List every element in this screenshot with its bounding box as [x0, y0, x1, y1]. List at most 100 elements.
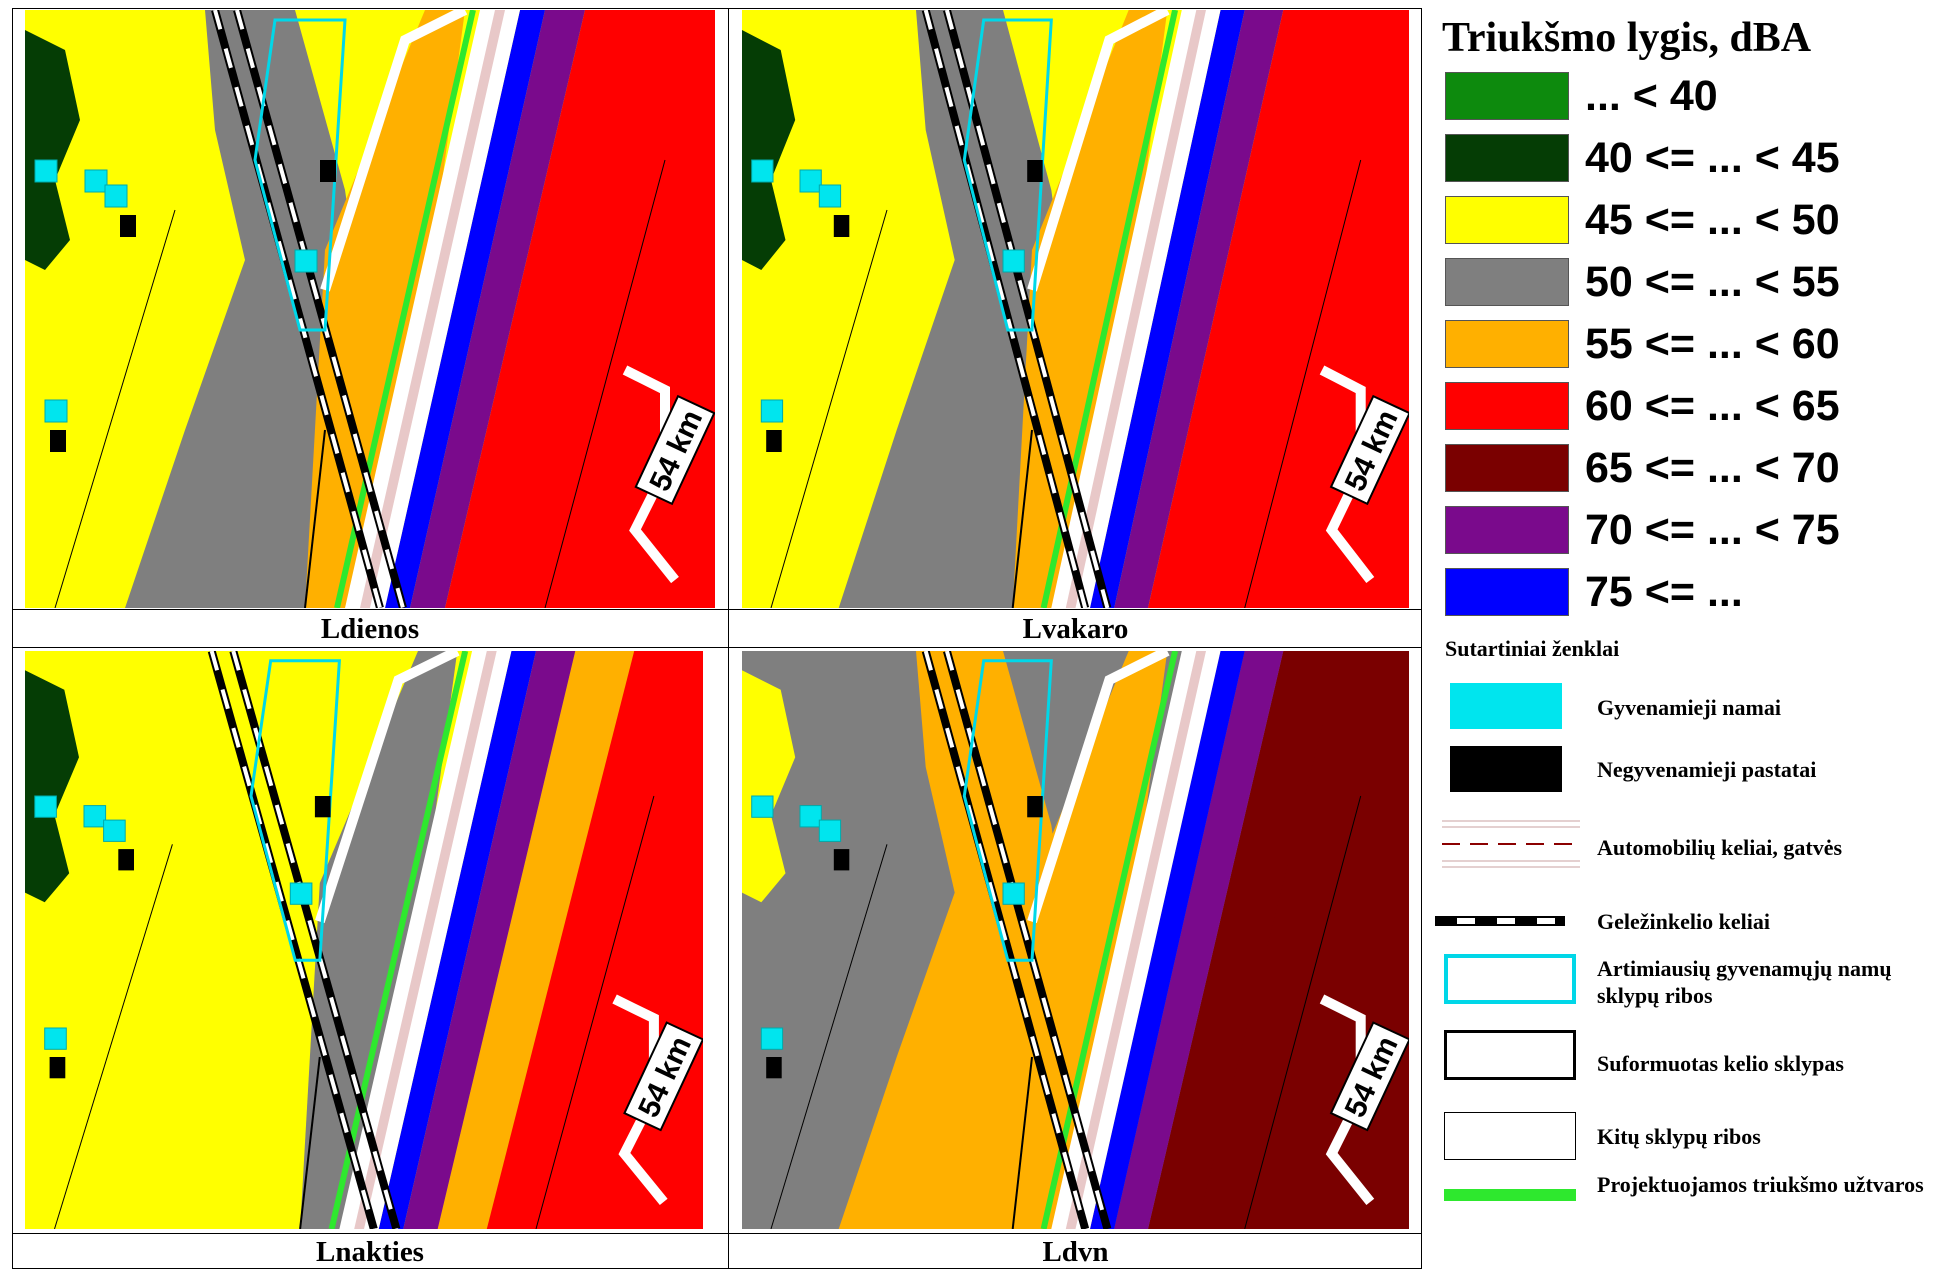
non-residential-building [833, 215, 850, 237]
non-residential-building [118, 849, 134, 871]
road-centerline [360, 10, 505, 608]
non-residential-building [50, 430, 66, 452]
residential-house [818, 819, 842, 842]
non-residential-building [766, 430, 782, 452]
non-residential-building [833, 849, 850, 871]
zone-violet-strip [410, 10, 585, 608]
zone-near-road [1012, 651, 1168, 1229]
zone-right-band [445, 10, 645, 608]
legend-swatch [1445, 196, 1569, 244]
grid-divider-vertical [728, 8, 729, 1269]
plot-line [54, 844, 173, 1229]
plot-line [544, 159, 666, 608]
caption-divider-bottom [12, 1233, 1422, 1234]
railway-track-b [229, 651, 401, 1229]
legend-swatch [1445, 320, 1569, 368]
legend-swatch [1445, 258, 1569, 306]
zone-near-road [305, 10, 465, 608]
road-plot-line [1011, 429, 1033, 608]
noise-map-night: 54 km [25, 651, 703, 1229]
km-marker-box [623, 1021, 703, 1132]
zone-forest-left [742, 670, 796, 903]
road-plot-line [299, 1056, 321, 1229]
non-residential-building [766, 1057, 782, 1079]
grid-divider-horizontal [12, 647, 1422, 648]
non-residential-building [120, 215, 136, 237]
residential-plot-border [962, 659, 1053, 962]
legend-swatch [1445, 382, 1569, 430]
map-caption-day: Ldienos [320, 613, 420, 645]
zone-forest-left [25, 670, 79, 903]
caption-divider-top [12, 609, 1422, 610]
residential-house [818, 184, 842, 208]
road-symbol [1442, 817, 1580, 871]
map-caption-night: Lnakties [316, 1236, 424, 1268]
zone-near-road [300, 651, 458, 1229]
noise-map-dvn: 54 km [742, 651, 1409, 1229]
zone-blue-band [1090, 10, 1245, 608]
plot-line [1244, 159, 1362, 608]
residential-plot-border [253, 18, 347, 332]
residential-plot-border [249, 659, 342, 962]
residential-house [760, 1027, 784, 1050]
km-marker-box [1329, 1021, 1409, 1132]
legend-label: 60 <= ... < 65 [1585, 382, 1840, 430]
non-residential-building [1027, 160, 1043, 182]
plot-line [770, 209, 888, 608]
side-road [1027, 10, 1170, 292]
legend-swatch [1445, 72, 1569, 120]
plot-line [770, 844, 888, 1229]
sign-label-2: Automobilių keliai, gatvės [1597, 835, 1843, 860]
side-road [320, 10, 468, 292]
legend-label: 55 <= ... < 60 [1585, 320, 1840, 368]
legend-label: 65 <= ... < 70 [1585, 444, 1840, 492]
residential-plot-border-symbol [1444, 954, 1576, 1004]
map-caption-evening: Lvakaro [1022, 613, 1129, 645]
zone-violet-strip [403, 651, 576, 1229]
plot-line [535, 795, 655, 1229]
km-marker-box [634, 394, 715, 506]
residential-house-symbol [1450, 683, 1562, 729]
railway-track-a-dash [923, 651, 1088, 1229]
road-centerline [1065, 10, 1206, 608]
residential-house [84, 169, 108, 193]
signs-title: Sutartiniai ženklai [1445, 636, 1620, 661]
non-residential-building [1027, 796, 1043, 818]
legend-title: Triukšmo lygis, dBA [1442, 15, 1812, 61]
residential-house [751, 795, 774, 818]
zone-right-band [1148, 651, 1342, 1229]
road-plot-symbol [1444, 1030, 1576, 1080]
sign-label-6: Kitų sklypų ribos [1597, 1124, 1761, 1149]
road-centerline [1065, 651, 1206, 1229]
non-residential-building [320, 160, 336, 182]
zone-near-road [1012, 10, 1168, 608]
railway-track-b [233, 10, 407, 608]
railway-symbol [1435, 914, 1565, 928]
legend-label: 40 <= ... < 45 [1585, 134, 1840, 182]
sign-label-4: Artimiausių gyvenamųjų namų sklypų ribos [1597, 956, 1892, 1008]
residential-house [751, 159, 774, 183]
side-road [1027, 651, 1170, 924]
railway-track-a [207, 651, 378, 1229]
residential-house [294, 249, 318, 273]
legend-label: 75 <= ... [1585, 568, 1743, 616]
railway-track-b-dash [944, 651, 1110, 1229]
residential-house [83, 805, 107, 828]
non-residential-building [314, 796, 331, 818]
sign-label-7: Projektuojamos triukšmo užtvaros [1597, 1172, 1924, 1197]
zone-blue-band [1090, 651, 1245, 1229]
sign-label-5: Suformuotas kelio sklypas [1597, 1051, 1844, 1076]
non-residential-building [49, 1057, 66, 1079]
railway-track-b [943, 10, 1112, 608]
residential-house [289, 882, 313, 905]
non-residential-building-symbol [1450, 746, 1562, 792]
road-plot-line [1011, 1056, 1033, 1229]
map-caption-dvn: Ldvn [1042, 1236, 1109, 1268]
noise-map-day: 54 km [25, 10, 715, 608]
legend-swatch [1445, 134, 1569, 182]
zone-violet-strip [1114, 651, 1284, 1229]
road-centerline [354, 651, 497, 1229]
noise-barrier-line [1040, 10, 1179, 608]
legend-label: ... < 40 [1585, 72, 1718, 120]
noise-barrier-line [334, 10, 476, 608]
